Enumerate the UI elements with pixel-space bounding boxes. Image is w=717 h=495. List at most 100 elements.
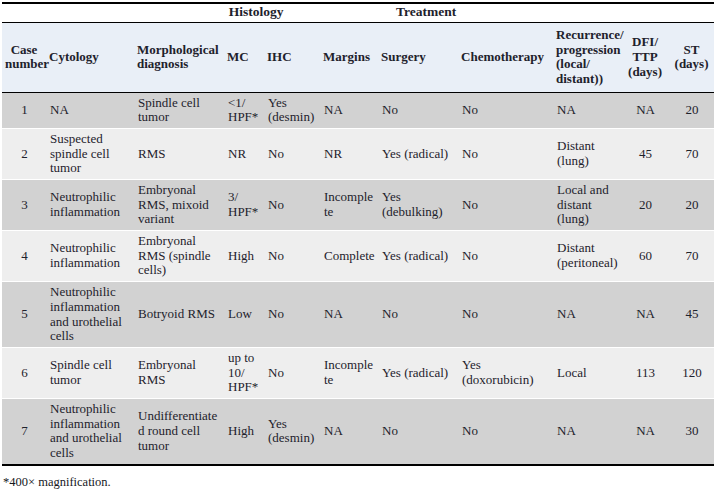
table-cell: 45 bbox=[621, 128, 669, 179]
table-row-case-1: 1NASpindle cell tumor<1/ HPF*Yes (desmin… bbox=[2, 92, 714, 128]
group-header-spacer-left bbox=[2, 3, 134, 22]
group-header-treatment: Treatment bbox=[378, 3, 553, 22]
table-cell: Local and distant (lung) bbox=[553, 180, 621, 231]
table-cell: 20 bbox=[621, 180, 669, 231]
column-header-margins: Margins bbox=[320, 22, 378, 92]
column-header-chemotherapy: Chemotherapy bbox=[458, 22, 553, 92]
column-header-case-number: Case number bbox=[2, 22, 46, 92]
table-cell: Spindle cell tumor bbox=[46, 347, 134, 398]
table-cell: NA bbox=[553, 92, 621, 128]
table-body: 1NASpindle cell tumor<1/ HPF*Yes (desmin… bbox=[2, 92, 714, 465]
column-header-surgery: Surgery bbox=[378, 22, 458, 92]
table-cell: NA bbox=[621, 282, 669, 348]
case-series-table: Histology Treatment Case number Cytology… bbox=[2, 2, 714, 466]
table-cell: Incomplete bbox=[320, 347, 378, 398]
table-cell: Complete bbox=[320, 231, 378, 282]
table-cell: Yes (doxorubicin) bbox=[458, 347, 553, 398]
table-row-case-3: 3Neutrophilic inflammationEmbryonal RMS,… bbox=[2, 180, 714, 231]
table-cell: Embryonal RMS bbox=[134, 347, 224, 398]
table-cell: up to 10/ HPF* bbox=[224, 347, 264, 398]
table-cell: Yes (radical) bbox=[378, 231, 458, 282]
table-cell: <1/ HPF* bbox=[224, 92, 264, 128]
table-head: Histology Treatment Case number Cytology… bbox=[2, 3, 714, 92]
table-cell: 20 bbox=[669, 180, 714, 231]
table-cell: 3/ HPF* bbox=[224, 180, 264, 231]
table-cell: 45 bbox=[669, 282, 714, 348]
table-cell: No bbox=[458, 128, 553, 179]
table-cell: Neutrophilic inflammation bbox=[46, 231, 134, 282]
table-cell: No bbox=[378, 282, 458, 348]
table-cell: Embryonal RMS, mixoid variant bbox=[134, 180, 224, 231]
column-header-morphological-diagnosis: Morphological diagnosis bbox=[134, 22, 224, 92]
table-cell: NA bbox=[46, 92, 134, 128]
table-cell: Yes (radical) bbox=[378, 347, 458, 398]
table-cell: NA bbox=[320, 92, 378, 128]
table-cell: 113 bbox=[621, 347, 669, 398]
footnote-magnification: *400× magnification. bbox=[3, 474, 713, 490]
table-cell: No bbox=[264, 282, 320, 348]
table-cell: Embryonal RMS (spindle cells) bbox=[134, 231, 224, 282]
group-header-row: Histology Treatment bbox=[2, 3, 714, 22]
column-header-ihc: IHC bbox=[264, 22, 320, 92]
table-cell: 20 bbox=[669, 92, 714, 128]
table-cell: NA bbox=[320, 282, 378, 348]
table-cell: 6 bbox=[2, 347, 46, 398]
table-row-case-5: 5Neutrophilic inflammation and urothelia… bbox=[2, 282, 714, 348]
table-cell: No bbox=[458, 282, 553, 348]
table-row-case-7: 7Neutrophilic inflammation and urothelia… bbox=[2, 398, 714, 464]
table-cell: Distant (lung) bbox=[553, 128, 621, 179]
table-cell: 3 bbox=[2, 180, 46, 231]
table-cell: NA bbox=[621, 92, 669, 128]
table-cell: 1 bbox=[2, 92, 46, 128]
table-row-case-6: 6Spindle cell tumorEmbryonal RMSup to 10… bbox=[2, 347, 714, 398]
table-cell: NR bbox=[320, 128, 378, 179]
table-cell: Low bbox=[224, 282, 264, 348]
table-cell: RMS bbox=[134, 128, 224, 179]
table-cell: Neutrophilic inflammation bbox=[46, 180, 134, 231]
table-cell: 2 bbox=[2, 128, 46, 179]
table-cell: 30 bbox=[669, 398, 714, 464]
table-cell: Suspected spindle cell tumor bbox=[46, 128, 134, 179]
table-cell: No bbox=[264, 128, 320, 179]
table-figure: Histology Treatment Case number Cytology… bbox=[0, 0, 717, 495]
table-cell: Local bbox=[553, 347, 621, 398]
group-header-spacer-right bbox=[553, 3, 714, 22]
table-cell: Botryoid RMS bbox=[134, 282, 224, 348]
table-cell: No bbox=[264, 231, 320, 282]
column-header-dfi-ttp: DFI/ TTP (days) bbox=[621, 22, 669, 92]
column-header-st: ST (days) bbox=[669, 22, 714, 92]
table-cell: Undifferentiated round cell tumor bbox=[134, 398, 224, 464]
table-cell: Spindle cell tumor bbox=[134, 92, 224, 128]
table-cell: NA bbox=[621, 398, 669, 464]
table-cell: 5 bbox=[2, 282, 46, 348]
table-cell: 7 bbox=[2, 398, 46, 464]
table-cell: Distant (peritoneal) bbox=[553, 231, 621, 282]
table-cell: Yes (desmin) bbox=[264, 92, 320, 128]
table-cell: 4 bbox=[2, 231, 46, 282]
table-cell: NA bbox=[553, 282, 621, 348]
table-cell: No bbox=[458, 92, 553, 128]
table-cell: No bbox=[458, 180, 553, 231]
table-cell: No bbox=[458, 231, 553, 282]
table-cell: No bbox=[378, 398, 458, 464]
table-cell: Neutrophilic inflammation and urothelial… bbox=[46, 398, 134, 464]
table-cell: Yes (radical) bbox=[378, 128, 458, 179]
table-cell: NA bbox=[320, 398, 378, 464]
table-cell: NR bbox=[224, 128, 264, 179]
table-cell: No bbox=[378, 92, 458, 128]
column-header-mc: MC bbox=[224, 22, 264, 92]
table-row-case-2: 2Suspected spindle cell tumorRMSNRNoNRYe… bbox=[2, 128, 714, 179]
group-header-histology: Histology bbox=[134, 3, 378, 22]
table-cell: Incomplete bbox=[320, 180, 378, 231]
table-row-case-4: 4Neutrophilic inflammationEmbryonal RMS … bbox=[2, 231, 714, 282]
table-cell: 70 bbox=[669, 128, 714, 179]
column-header-cytology: Cytology bbox=[46, 22, 134, 92]
table-cell: No bbox=[264, 180, 320, 231]
table-cell: Neutrophilic inflammation and urothelial… bbox=[46, 282, 134, 348]
table-cell: 60 bbox=[621, 231, 669, 282]
table-cell: NA bbox=[553, 398, 621, 464]
column-header-row: Case number Cytology Morphological diagn… bbox=[2, 22, 714, 92]
table-cell: 120 bbox=[669, 347, 714, 398]
table-cell: Yes (desmin) bbox=[264, 398, 320, 464]
table-cell: High bbox=[224, 398, 264, 464]
